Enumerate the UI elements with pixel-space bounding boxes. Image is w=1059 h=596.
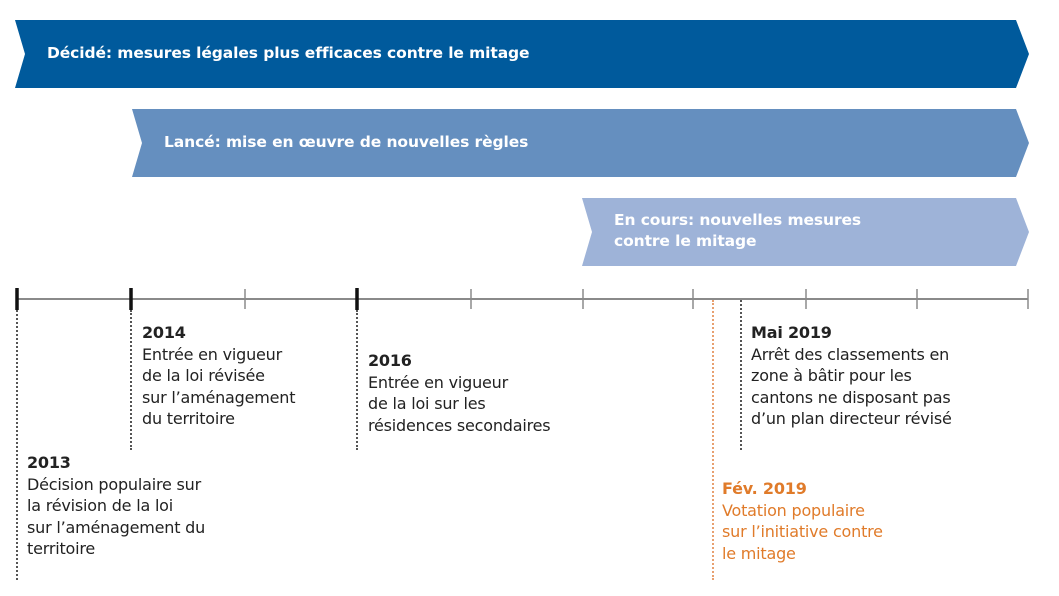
event-date: 2016 [368, 351, 412, 370]
connector-2016 [356, 310, 358, 450]
band-decided-label: Décidé: mesures légales plus efficaces c… [47, 44, 530, 62]
band-launched-label: Lancé: mise en œuvre de nouvelles règles [164, 133, 529, 151]
event-date: Mai 2019 [751, 323, 832, 342]
arrow-shape-decided [15, 20, 1029, 88]
band-decided: Décidé: mesures légales plus efficaces c… [0, 20, 1040, 88]
connector-2014 [130, 310, 132, 450]
band-launched: Lancé: mise en œuvre de nouvelles règles [0, 109, 1040, 177]
band-ongoing: En cours: nouvelles mesures contre le mi… [0, 198, 1040, 266]
event-feb-2019: Fév. 2019 Votation populaire sur l’initi… [722, 478, 883, 564]
connector-feb-2019 [712, 300, 714, 580]
event-description: Entrée en vigueur de la loi révisée sur … [142, 344, 296, 429]
band-ongoing-label-line2: contre le mitage [614, 232, 757, 250]
event-2016: 2016 Entrée en vigueur de la loi sur les… [368, 350, 551, 436]
event-date: Fév. 2019 [722, 479, 807, 498]
connector-may-2019 [740, 300, 742, 450]
event-description: Arrêt des classements en zone à bâtir po… [751, 344, 952, 429]
event-description: Votation populaire sur l’initiative cont… [722, 500, 883, 563]
event-date: 2013 [27, 453, 71, 472]
connector-2013 [16, 310, 18, 580]
event-date: 2014 [142, 323, 186, 342]
event-2013: 2013 Décision populaire sur la révision … [27, 452, 205, 560]
band-ongoing-label-line1: En cours: nouvelles mesures [614, 211, 862, 229]
arrow-shape-launched [132, 109, 1029, 177]
arrow-shape-ongoing [582, 198, 1029, 266]
event-description: Décision populaire sur la révision de la… [27, 474, 206, 559]
event-2014: 2014 Entrée en vigueur de la loi révisée… [142, 322, 295, 430]
timeline-axis [15, 288, 1029, 310]
event-description: Entrée en vigueur de la loi sur les rési… [368, 372, 551, 435]
event-may-2019: Mai 2019 Arrêt des classements en zone à… [751, 322, 952, 430]
